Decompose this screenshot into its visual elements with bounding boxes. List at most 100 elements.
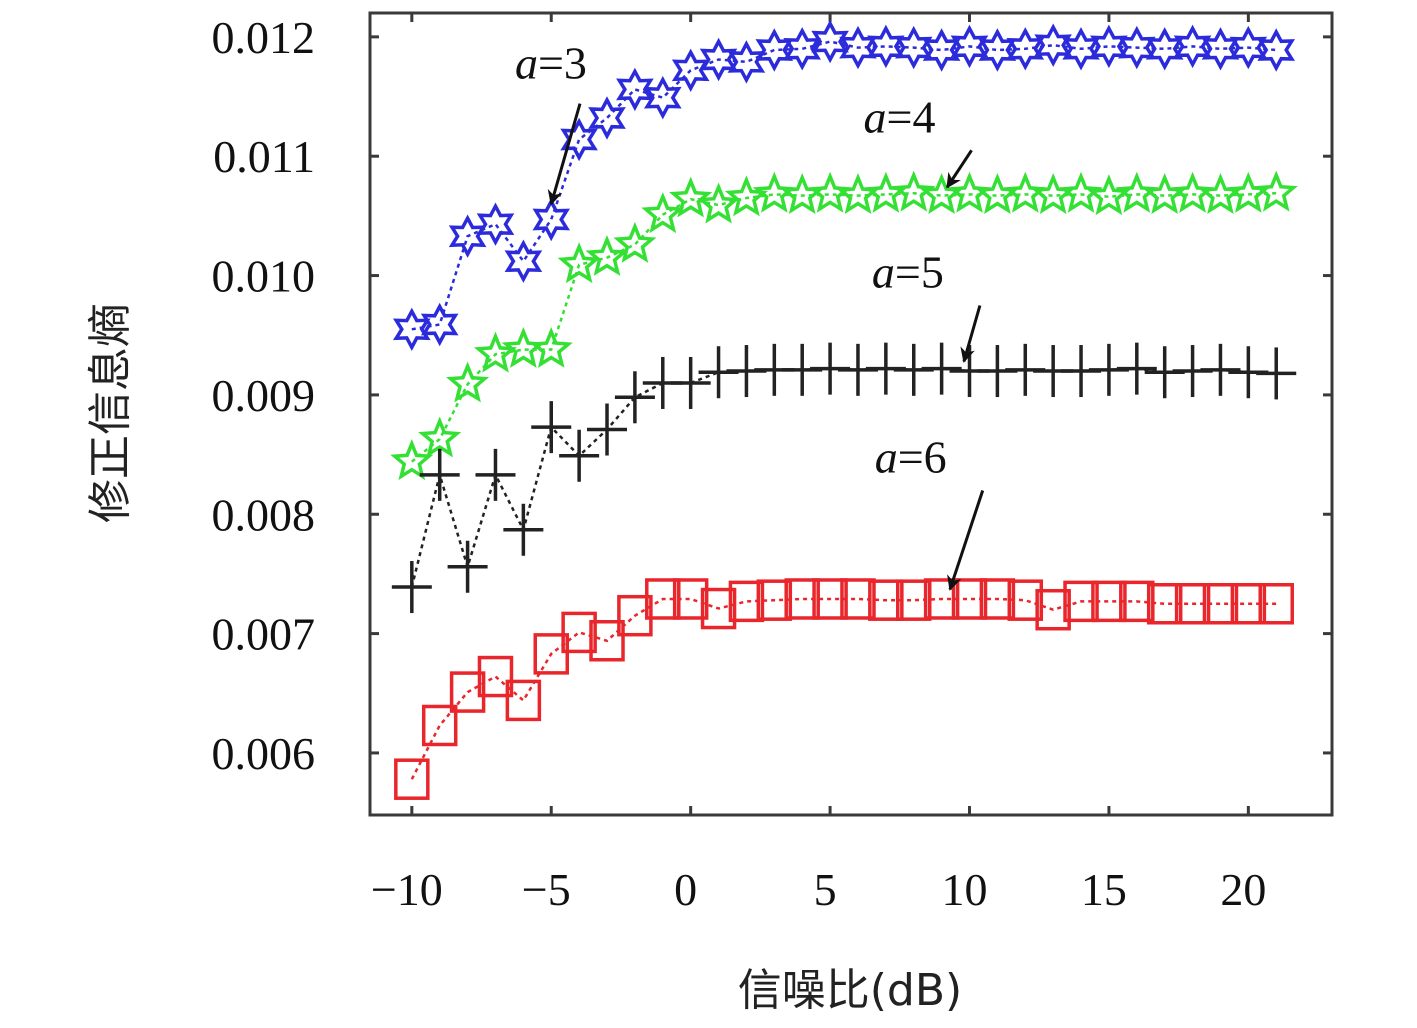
pentagram-marker [613, 221, 657, 263]
pentagram-marker [696, 182, 741, 224]
annotations: a=3a=4a=5a=6 [515, 38, 985, 591]
hexagram-marker [588, 96, 626, 140]
pentagram-marker [1226, 171, 1270, 213]
square-marker [1258, 583, 1294, 625]
y-tick-label: 0.009 [212, 370, 316, 421]
hexagram-marker [699, 37, 738, 82]
y-tick-label: 0.011 [213, 131, 315, 182]
pentagram-marker [1198, 172, 1242, 214]
hexagram-marker [643, 75, 682, 120]
hexagram-marker [1229, 25, 1268, 70]
plus-marker [559, 429, 600, 482]
square-marker [756, 579, 793, 621]
square-marker [784, 578, 820, 620]
pentagram-marker [892, 170, 936, 212]
plot-frame [368, 11, 1334, 817]
pentagram-marker [669, 176, 713, 218]
hexagram-marker [895, 25, 933, 70]
x-tick-label: 0 [674, 864, 697, 915]
plus-marker [921, 342, 962, 395]
square-marker [394, 758, 430, 800]
plus-marker [1200, 343, 1241, 396]
square-marker [561, 611, 597, 654]
hexagram-marker [783, 27, 822, 71]
pentagram-marker [1254, 170, 1298, 212]
pentagram-marker [724, 175, 769, 217]
pentagram-marker [585, 235, 629, 276]
annotation-var: a [872, 246, 895, 297]
square-marker [1230, 583, 1267, 625]
square-marker [868, 579, 904, 621]
hexagram-marker [811, 19, 849, 64]
plus-marker [475, 448, 516, 501]
series-a-3 [392, 19, 1296, 352]
annotation-arrow [547, 103, 582, 206]
series-layer [390, 19, 1298, 800]
pentagram-marker [557, 242, 601, 284]
annotation-label: a=6 [875, 431, 947, 482]
square-marker [1035, 588, 1071, 631]
plus-marker [1116, 342, 1157, 395]
plus-marker [419, 448, 460, 501]
series-line [410, 597, 1277, 780]
hexagram-marker [476, 202, 515, 246]
annotation-label: a=3 [515, 38, 587, 89]
annotation-eq: =6 [898, 431, 947, 482]
annotation-label: a=4 [864, 91, 936, 142]
annotation-var: a [515, 38, 538, 89]
pentagram-marker [418, 416, 462, 458]
x-tick-label: 15 [1081, 864, 1127, 915]
annotation-a-5: a=5 [872, 246, 982, 363]
square-marker [421, 704, 458, 747]
square-marker [812, 578, 848, 620]
square-marker [449, 671, 486, 713]
square-marker [1146, 583, 1183, 625]
series-line [411, 40, 1277, 331]
series-a-4 [390, 170, 1298, 481]
y-tick-label: 0.008 [212, 489, 316, 540]
y-tick-label: 0.010 [212, 251, 316, 302]
square-marker [840, 578, 876, 620]
annotation-arrow [945, 149, 973, 189]
x-axis-title: 信噪比(dB) [738, 965, 962, 1016]
y-tick-label: 0.006 [212, 728, 316, 779]
square-marker [589, 620, 625, 662]
annotation-eq: =5 [895, 246, 944, 297]
square-marker [923, 578, 960, 620]
pentagram-marker [975, 172, 1019, 214]
hexagram-marker [1173, 24, 1212, 69]
series-line [410, 367, 1277, 588]
annotation-arrow [960, 305, 982, 363]
plus-marker [531, 401, 572, 454]
plus-marker [670, 356, 711, 409]
pentagram-marker [446, 361, 490, 403]
hexagram-marker [504, 239, 543, 283]
annotation-eq: =4 [887, 91, 936, 142]
square-marker [617, 594, 653, 637]
annotation-arrow [947, 490, 985, 591]
pentagram-marker [1087, 174, 1131, 216]
hexagram-marker [755, 28, 794, 72]
y-tick-label: 0.012 [212, 12, 316, 63]
plus-marker [614, 371, 655, 424]
square-marker [979, 578, 1016, 620]
square-marker [1063, 580, 1099, 623]
annotation-var: a [864, 91, 887, 142]
square-marker [728, 580, 765, 623]
plot-border [368, 11, 1334, 817]
hexagram-marker [560, 117, 598, 162]
square-marker [895, 579, 932, 621]
square-marker [1091, 580, 1127, 623]
pentagram-marker [641, 192, 685, 234]
square-marker [672, 578, 709, 620]
x-axis: −10 −5 0 5 10 15 20 [371, 13, 1266, 915]
x-tick-label: 10 [942, 864, 988, 915]
series-a-5 [391, 342, 1297, 614]
annotation-a-6: a=6 [875, 431, 985, 591]
plus-marker [447, 540, 488, 593]
square-marker [1119, 580, 1155, 623]
square-marker [505, 679, 542, 722]
pentagram-marker [501, 326, 545, 368]
square-marker [645, 578, 681, 620]
hexagram-marker [867, 24, 905, 69]
